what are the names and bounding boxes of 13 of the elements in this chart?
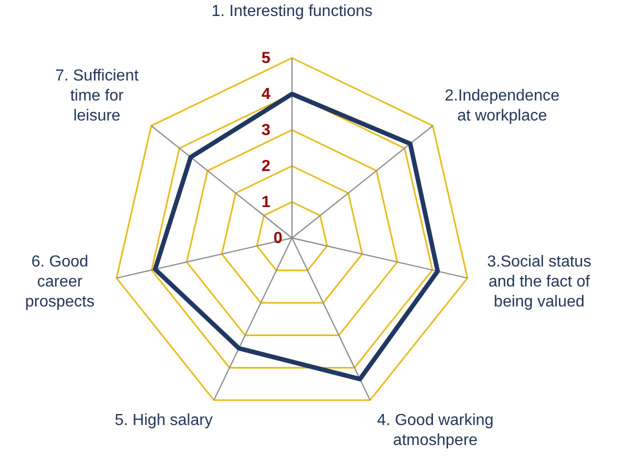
spoke-label: 6. Good career prospects xyxy=(25,254,94,311)
y-tick-label: 2 xyxy=(262,158,271,175)
spoke-label: 5. High salary xyxy=(114,412,213,429)
spoke-label: 1. Interesting functions xyxy=(212,3,372,20)
spoke-label: 2.Independence at workplace xyxy=(444,87,560,124)
spoke-label: 3.Social status and the fact of being valued xyxy=(487,254,592,311)
y-tick-label: 1 xyxy=(262,194,271,211)
spoke-label: 4. Good warking atmoshpere xyxy=(377,412,494,449)
y-tick-label: 3 xyxy=(262,122,271,139)
y-tick-label: 4 xyxy=(262,86,271,103)
y-tick-label: 0 xyxy=(274,230,283,247)
y-tick-label: 5 xyxy=(262,50,271,67)
spoke-label: 7. Sufficient time for leisure xyxy=(55,67,140,124)
